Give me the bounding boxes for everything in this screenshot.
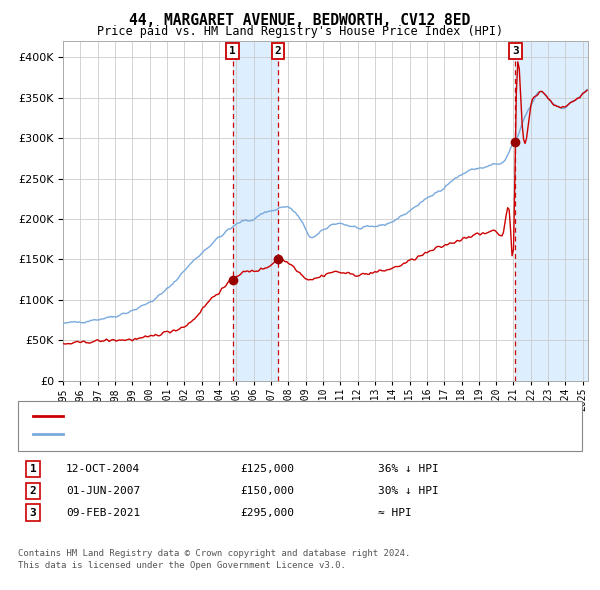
Text: Price paid vs. HM Land Registry's House Price Index (HPI): Price paid vs. HM Land Registry's House … bbox=[97, 25, 503, 38]
Text: £295,000: £295,000 bbox=[240, 508, 294, 517]
Text: £150,000: £150,000 bbox=[240, 486, 294, 496]
Text: Contains HM Land Registry data © Crown copyright and database right 2024.: Contains HM Land Registry data © Crown c… bbox=[18, 549, 410, 558]
Text: This data is licensed under the Open Government Licence v3.0.: This data is licensed under the Open Gov… bbox=[18, 560, 346, 569]
Text: 36% ↓ HPI: 36% ↓ HPI bbox=[378, 464, 439, 474]
Text: 1: 1 bbox=[229, 46, 236, 56]
Text: 44, MARGARET AVENUE, BEDWORTH, CV12 8ED (detached house): 44, MARGARET AVENUE, BEDWORTH, CV12 8ED … bbox=[67, 411, 417, 421]
Text: £125,000: £125,000 bbox=[240, 464, 294, 474]
Text: 1: 1 bbox=[29, 464, 37, 474]
Text: 01-JUN-2007: 01-JUN-2007 bbox=[66, 486, 140, 496]
Bar bbox=[515, 41, 588, 381]
Text: 2: 2 bbox=[29, 486, 37, 496]
Text: 30% ↓ HPI: 30% ↓ HPI bbox=[378, 486, 439, 496]
Bar bbox=[233, 41, 278, 381]
Text: ≈ HPI: ≈ HPI bbox=[378, 508, 412, 517]
Text: 12-OCT-2004: 12-OCT-2004 bbox=[66, 464, 140, 474]
Text: 3: 3 bbox=[512, 46, 519, 56]
Text: 3: 3 bbox=[29, 508, 37, 517]
Text: HPI: Average price, detached house, Nuneaton and Bedworth: HPI: Average price, detached house, Nune… bbox=[67, 429, 424, 438]
Text: 09-FEB-2021: 09-FEB-2021 bbox=[66, 508, 140, 517]
Text: 2: 2 bbox=[275, 46, 281, 56]
Text: 44, MARGARET AVENUE, BEDWORTH, CV12 8ED: 44, MARGARET AVENUE, BEDWORTH, CV12 8ED bbox=[130, 13, 470, 28]
